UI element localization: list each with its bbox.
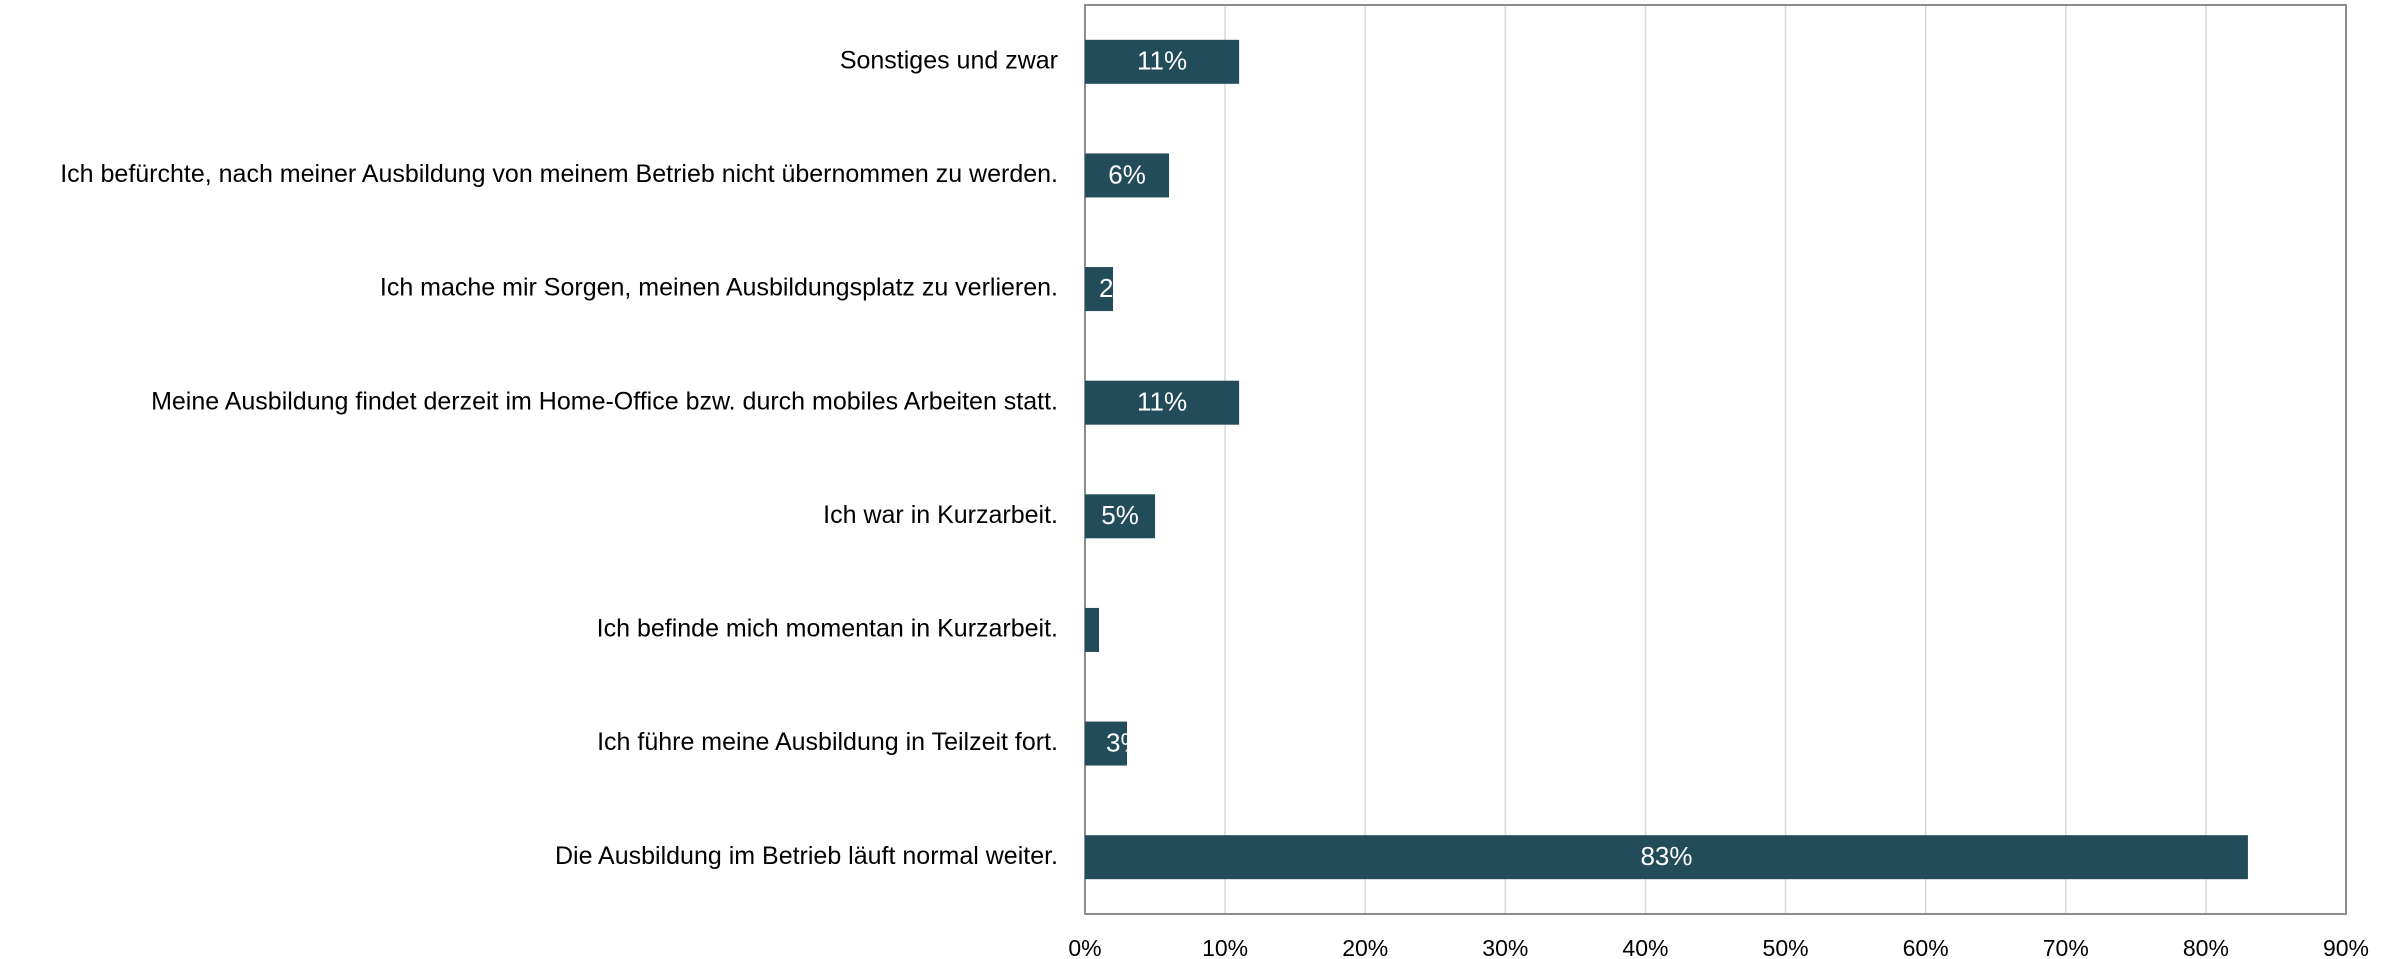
x-tick-label: 20% xyxy=(1342,935,1388,959)
value-label: 11% xyxy=(1137,46,1187,76)
bar xyxy=(1085,835,2248,880)
y-tick-label: Ich befinde mich momentan in Kurzarbeit. xyxy=(597,615,1058,643)
x-tick-label: 80% xyxy=(2183,935,2229,959)
value-label: 2% xyxy=(1099,273,1137,303)
bar xyxy=(1085,39,1240,84)
bar xyxy=(1085,494,1156,539)
plot-border xyxy=(1084,4,2347,915)
x-tick-label: 90% xyxy=(2323,935,2369,959)
x-tick-label: 50% xyxy=(1763,935,1809,959)
y-tick-label: Ich mache mir Sorgen, meinen Ausbildungs… xyxy=(380,274,1058,302)
bar xyxy=(1085,721,1128,766)
x-tick-label: 60% xyxy=(1903,935,1949,959)
y-tick-label: Die Ausbildung im Betrieb läuft normal w… xyxy=(555,842,1058,870)
value-label: 83% xyxy=(1640,841,1692,871)
value-label: 11% xyxy=(1137,387,1187,417)
x-tick-label: 30% xyxy=(1482,935,1528,959)
x-tick-label: 0% xyxy=(1068,935,1101,959)
y-tick-label: Ich führe meine Ausbildung in Teilzeit f… xyxy=(597,728,1058,756)
value-label: 6% xyxy=(1108,159,1146,189)
y-tick-label: Sonstiges und zwar xyxy=(840,46,1058,74)
bar xyxy=(1085,607,1100,652)
bar xyxy=(1085,267,1114,312)
bar xyxy=(1085,153,1170,198)
y-tick-label: Ich war in Kurzarbeit. xyxy=(823,501,1058,529)
y-tick-label: Meine Ausbildung findet derzeit im Home-… xyxy=(151,387,1058,415)
y-tick-label: Ich befürchte, nach meiner Ausbildung vo… xyxy=(60,160,1058,188)
value-label: 3% xyxy=(1106,727,1144,757)
value-label: 5% xyxy=(1101,500,1139,530)
x-tick-label: 40% xyxy=(1622,935,1668,959)
bar xyxy=(1085,380,1240,425)
x-tick-label: 10% xyxy=(1202,935,1248,959)
x-tick-label: 70% xyxy=(2043,935,2089,959)
